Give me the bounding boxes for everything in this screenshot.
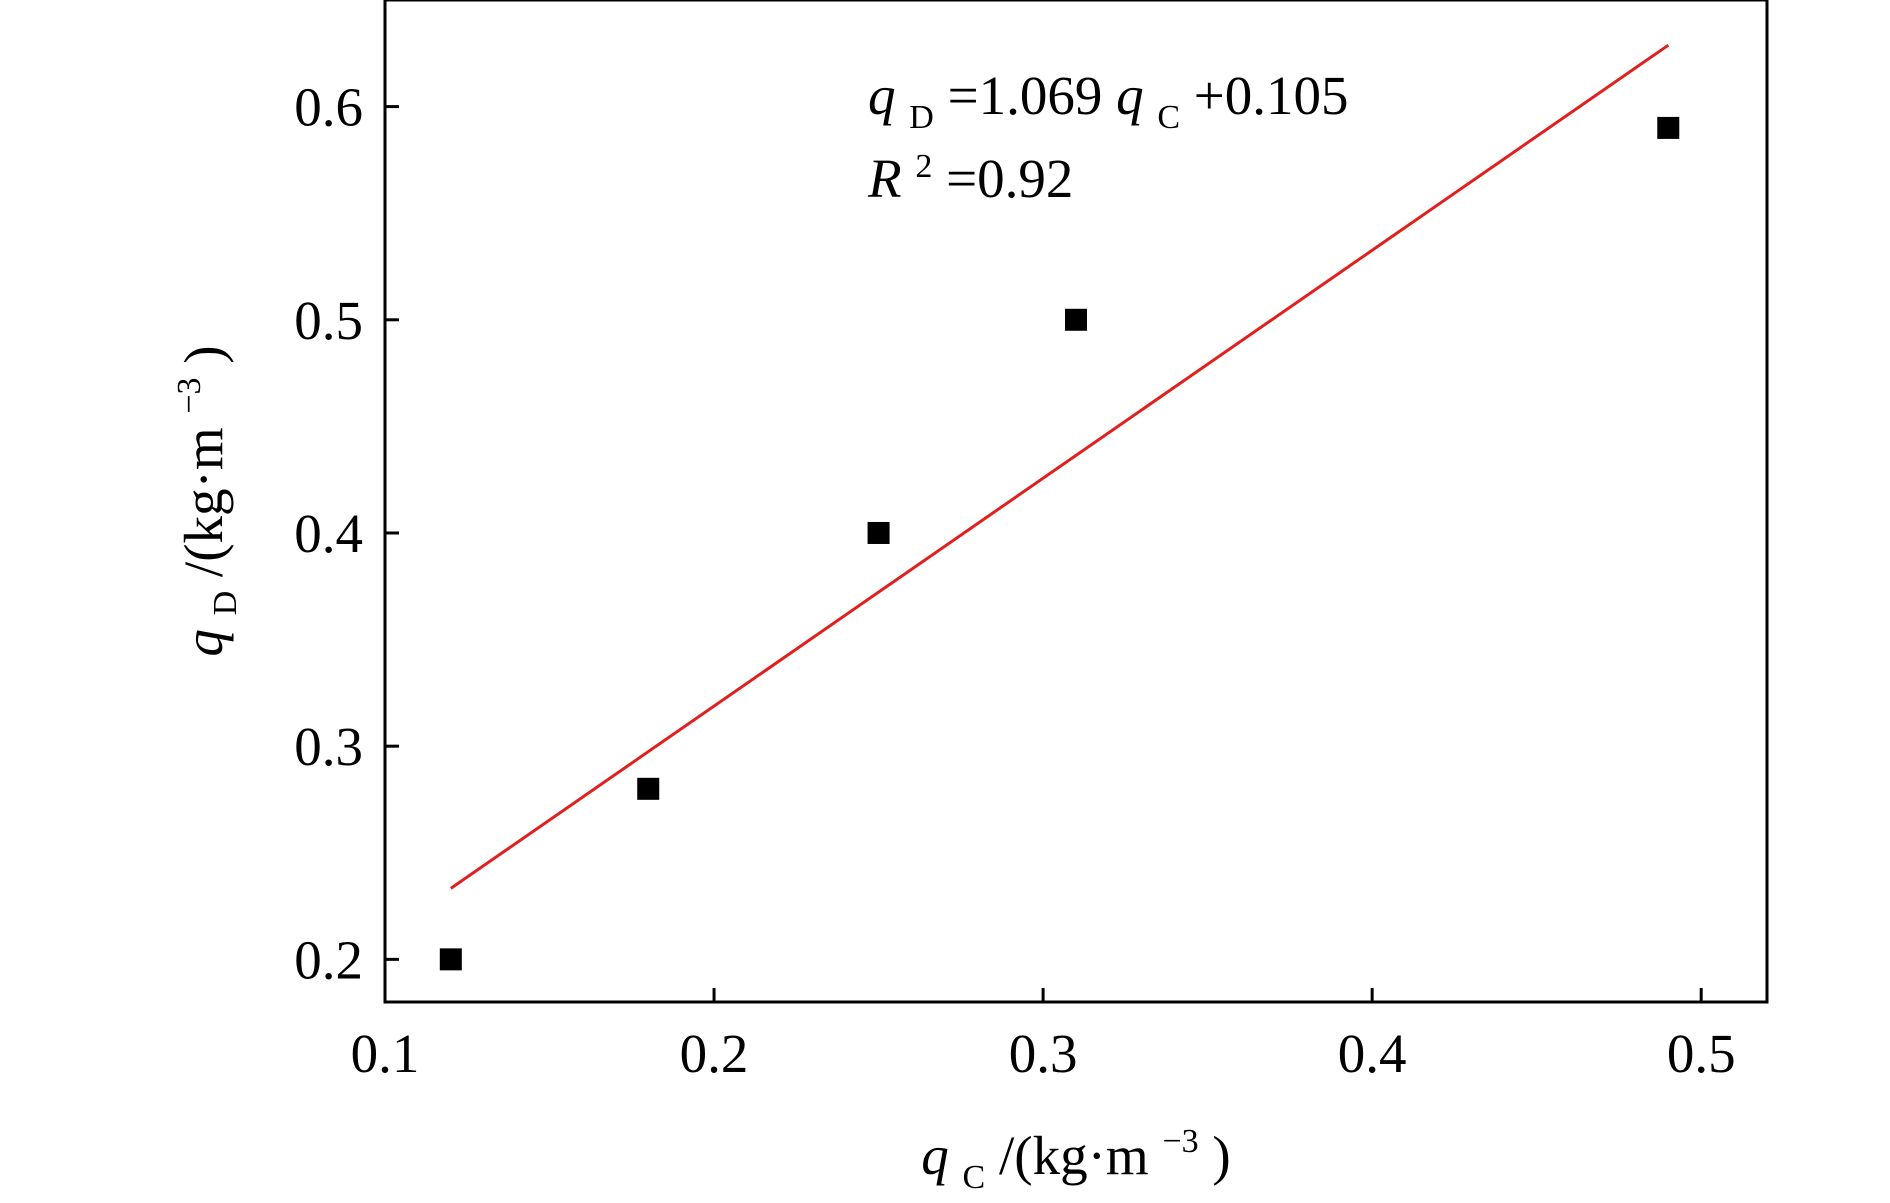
r-squared-sup: 2 — [915, 148, 932, 185]
equation-lhs-sub: D — [909, 99, 934, 136]
x-axis-label-exp: −3 — [1162, 1123, 1198, 1160]
x-axis-label-var: q — [921, 1125, 949, 1186]
data-point — [1065, 308, 1087, 331]
x-tick-label: 0.2 — [680, 1023, 749, 1084]
x-tick-label: 0.1 — [351, 1023, 420, 1084]
data-point — [637, 777, 660, 800]
x-axis-ticks: 0.1 0.2 0.3 0.4 0.5 — [351, 988, 1736, 1084]
y-tick-label: 0.3 — [294, 716, 363, 777]
equation-tail: +0.105 — [1194, 65, 1349, 126]
equation-rhs-sub: C — [1157, 99, 1180, 136]
y-tick-label: 0.6 — [294, 77, 363, 138]
x-axis-label-close: ) — [1212, 1125, 1230, 1186]
fit-line — [449, 43, 1670, 890]
x-axis-label-sub: C — [963, 1159, 986, 1196]
r-squared-var: R — [867, 148, 902, 209]
equation-lhs-var: q — [868, 65, 896, 126]
y-axis-label-exp: −3 — [171, 377, 208, 413]
y-axis-label-var: q — [173, 629, 234, 657]
fit-equation: q D =1.069 q C +0.105 — [868, 65, 1349, 140]
r-squared-tail: =0.92 — [946, 148, 1073, 209]
equation-middle: =1.069 — [948, 65, 1103, 126]
x-axis-label: q C /(kg·m −3 ) — [921, 1103, 1230, 1198]
y-axis-label: q D /(kg·m −3 ) — [151, 345, 248, 656]
data-points-layer — [439, 116, 1680, 971]
x-tick-label: 0.3 — [1009, 1023, 1078, 1084]
data-point — [867, 521, 890, 544]
y-axis-label-sub: D — [207, 591, 244, 616]
data-point — [439, 948, 462, 971]
y-tick-label: 0.2 — [294, 929, 363, 990]
y-tick-label: 0.4 — [294, 503, 363, 564]
x-tick-label: 0.4 — [1338, 1023, 1407, 1084]
plot-frame — [383, 0, 1769, 1004]
y-axis-label-close: ) — [173, 345, 234, 363]
equation-rhs-var: q — [1116, 65, 1144, 126]
x-axis-label-unit: /(kg·m — [999, 1125, 1149, 1186]
fit-line-layer — [449, 43, 1670, 890]
x-tick-label: 0.5 — [1667, 1023, 1736, 1084]
y-tick-label: 0.5 — [294, 290, 363, 351]
data-point — [1657, 116, 1680, 139]
y-axis-label-unit: /(kg·m — [173, 427, 234, 577]
r-squared: R 2 =0.92 — [867, 128, 1073, 209]
y-axis-ticks: 0.2 0.3 0.4 0.5 0.6 — [294, 77, 399, 990]
